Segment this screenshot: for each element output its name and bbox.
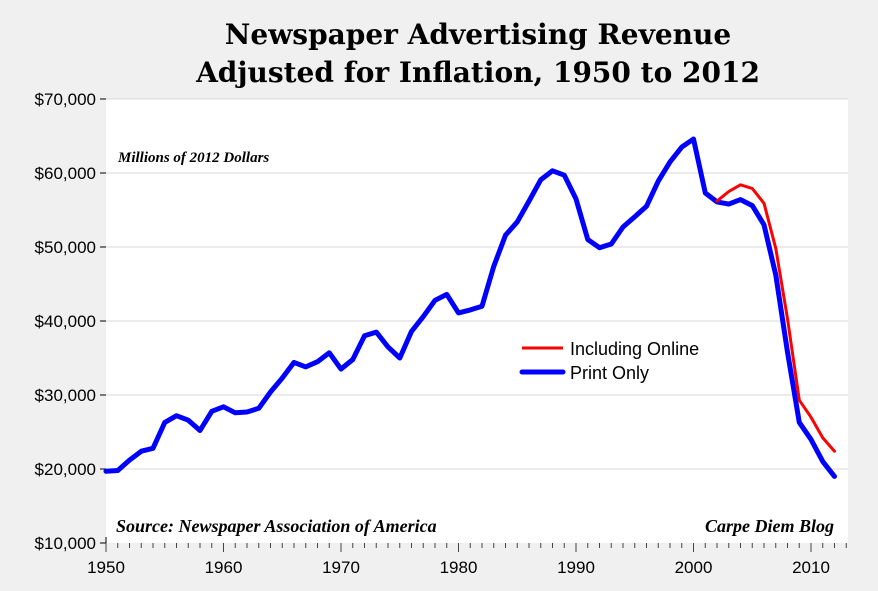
credit-note: Carpe Diem Blog [705,516,834,536]
y-tick-label: $30,000 [35,386,96,405]
x-axis: 1950 1960 1970 1980 1990 2000 2010 [87,543,847,577]
chart-subtitle: Adjusted for Inflation, 1950 to 2012 [195,56,760,89]
y-tick-label: $60,000 [35,164,96,183]
series-line-print-only [103,136,837,479]
x-tick-label: 2000 [675,558,713,577]
units-note: Millions of 2012 Dollars [117,150,269,166]
y-tick-label: $20,000 [35,460,96,479]
x-tick-label: 1980 [440,558,478,577]
y-tick-label: $50,000 [35,238,96,257]
legend-label-print-only: Print Only [570,363,649,383]
y-axis: $10,000 $20,000 $30,000 $40,000 $50,000 $60,0… [35,90,107,553]
x-tick-label: 1960 [205,558,243,577]
x-tick-label: 2010 [792,558,830,577]
chart-title: Newspaper Advertising Revenue [225,18,731,51]
legend-label-including-online: Including Online [570,339,699,359]
source-note: Source: Newspaper Association of America [116,516,437,536]
x-tick-label: 1950 [87,558,125,577]
grid-lines [106,98,848,470]
series-lines [103,136,837,479]
y-tick-label: $70,000 [35,90,96,109]
legend: Including Online Print Only [519,339,699,383]
y-tick-label: $10,000 [35,534,96,553]
x-tick-label: 1990 [557,558,595,577]
y-tick-label: $40,000 [35,312,96,331]
x-tick-label: 1970 [322,558,360,577]
series-line-including-online [715,183,836,453]
